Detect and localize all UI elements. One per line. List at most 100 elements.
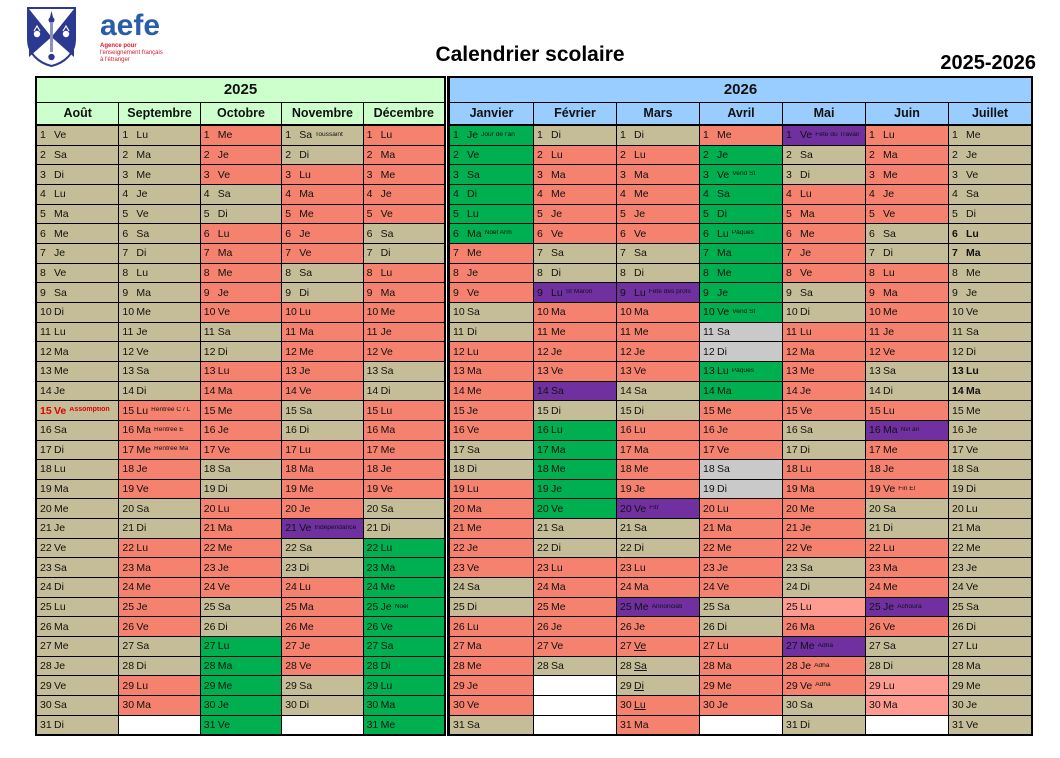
weekday-abbrev: Je <box>800 522 812 535</box>
weekday-abbrev: Je <box>883 463 895 476</box>
day-number: 3 <box>203 168 210 181</box>
day-number: 10 <box>285 306 297 319</box>
day-label: Rentrée C / L <box>151 407 191 414</box>
weekday-abbrev: Di <box>54 306 64 319</box>
day-number: 13 <box>203 365 216 378</box>
day-number: 20 <box>285 502 297 515</box>
day-cell: 11 Ma <box>282 322 363 343</box>
day-cell: 1 Lu <box>363 126 444 146</box>
day-cell: 10 Ve Vend St <box>700 302 782 323</box>
weekday-abbrev: Ve <box>467 699 480 712</box>
day-cell: 5 Ve <box>363 204 444 225</box>
day-cell: 24 Ma <box>617 578 699 598</box>
weekday-abbrev: Lu <box>136 679 149 692</box>
day-number: 2 <box>703 148 709 161</box>
day-cell: 16 Ve <box>450 420 533 441</box>
day-number: 4 <box>285 188 292 201</box>
weekday-abbrev: Sa <box>883 502 896 515</box>
month-column-août: Août 1 Ve 2 Sa 3 Di 4 Lu 5 Ma 6 Me 7 Je 8 Ve 9 Sa 10 Di 11 Lu 1… <box>37 103 119 735</box>
day-cell: 15 Me <box>949 401 1031 421</box>
day-number: 4 <box>366 188 373 201</box>
weekday-abbrev: Ve <box>883 620 896 633</box>
weekday-abbrev: Ma <box>380 561 396 574</box>
day-cell: 8 Di <box>534 263 616 284</box>
weekday-abbrev: Me <box>217 542 233 555</box>
weekday-abbrev: Di <box>883 522 893 535</box>
day-number: 26 <box>40 620 52 633</box>
day-cell: 9 Sa <box>783 283 865 303</box>
month-column-mai: Mai 1 Ve Fête du Travail 2 Sa 3 Di 4 Lu 5 Ma 6 Me 7 Je 8… <box>782 103 865 735</box>
day-number: 15 <box>453 404 465 417</box>
weekday-abbrev: Ma <box>800 483 815 496</box>
day-number: 17 <box>203 443 216 456</box>
weekday-abbrev: Me <box>717 679 732 692</box>
day-number: 16 <box>453 424 465 437</box>
weekday-abbrev: Lu <box>800 601 812 614</box>
day-cell: 28 Je <box>37 656 119 677</box>
day-cell: 24 Ve <box>700 578 782 598</box>
weekday-abbrev: Ve <box>380 620 393 633</box>
weekday-abbrev: Ve <box>551 365 564 378</box>
day-number: 9 <box>786 286 792 299</box>
weekday-abbrev: Sa <box>966 601 979 614</box>
day-number: 6 <box>869 227 875 240</box>
weekday-abbrev: Di <box>380 247 391 260</box>
day-number: 12 <box>285 345 297 358</box>
day-cell: 21 Je <box>37 519 119 539</box>
day-number: 9 <box>453 286 459 299</box>
day-cell: 10 Me <box>119 302 200 323</box>
weekday-abbrev: Di <box>217 620 228 633</box>
weekday-abbrev: Lu <box>717 502 729 515</box>
weekday-abbrev: Di <box>634 404 644 417</box>
weekday-abbrev: Je <box>380 463 392 476</box>
day-cell: 31 Sa <box>450 715 533 735</box>
weekday-abbrev: Sa <box>634 247 647 260</box>
day-cell: 25 Di <box>450 597 533 618</box>
day-cell: 25 Je Noël <box>363 597 444 618</box>
day-number: 10 <box>122 306 135 319</box>
weekday-abbrev: Me <box>217 129 233 142</box>
day-cell: 17 Me Rentrée Ma <box>119 440 200 461</box>
month-column-décembre: Décembre 1 Lu 2 Ma 3 Me 4 Je 5 Ve 6 Sa 7 Di 8 Lu 9 Ma 10 Me 1… <box>362 103 444 735</box>
day-number: 3 <box>285 168 292 181</box>
day-number: 1 <box>285 129 292 142</box>
weekday-abbrev: Di <box>467 463 477 476</box>
weekday-abbrev: Ve <box>800 266 813 279</box>
weekday-abbrev: Me <box>800 640 815 653</box>
weekday-abbrev: Je <box>467 542 479 555</box>
day-number: 10 <box>203 306 216 319</box>
day-cell: 29 Lu <box>119 676 200 697</box>
weekday-abbrev: Ve <box>551 502 564 515</box>
day-cell: 16 Ma Rentrée E <box>119 420 200 441</box>
day-cell: 25 Lu <box>783 597 865 618</box>
day-number: 17 <box>952 443 964 456</box>
weekday-abbrev: Ve <box>966 168 979 181</box>
day-cell: 6 Ve <box>534 224 616 244</box>
day-cell: 8 Me <box>949 263 1031 284</box>
day-number: 23 <box>285 561 297 574</box>
weekday-abbrev: Lu <box>467 620 479 633</box>
day-number: 2 <box>869 148 875 161</box>
weekday-abbrev: Di <box>217 483 228 496</box>
weekday-abbrev: Sa <box>217 463 231 476</box>
day-cell: 28 Je Adha <box>783 656 865 677</box>
day-cell: 30 Ma <box>866 696 948 716</box>
day-cell: 28 Di <box>866 656 948 677</box>
day-number: 19 <box>703 483 715 496</box>
weekday-abbrev: Ma <box>966 522 981 535</box>
weekday-abbrev: Je <box>217 148 229 161</box>
month-header: Avril <box>700 103 782 126</box>
day-cell: 24 Di <box>37 578 119 598</box>
day-number: 8 <box>285 266 292 279</box>
day-number: 22 <box>122 542 135 555</box>
day-label: Fête du Travail <box>815 131 859 138</box>
weekday-abbrev: Lu <box>551 424 563 437</box>
day-number: 19 <box>203 483 216 496</box>
day-number: 11 <box>203 325 215 338</box>
weekday-abbrev: Je <box>380 325 392 338</box>
weekday-abbrev: Sa <box>54 561 67 574</box>
day-cell: 9 Ma <box>363 283 444 303</box>
day-number: 27 <box>786 640 798 653</box>
weekday-abbrev: Ma <box>217 384 233 397</box>
day-number: 19 <box>869 483 881 496</box>
